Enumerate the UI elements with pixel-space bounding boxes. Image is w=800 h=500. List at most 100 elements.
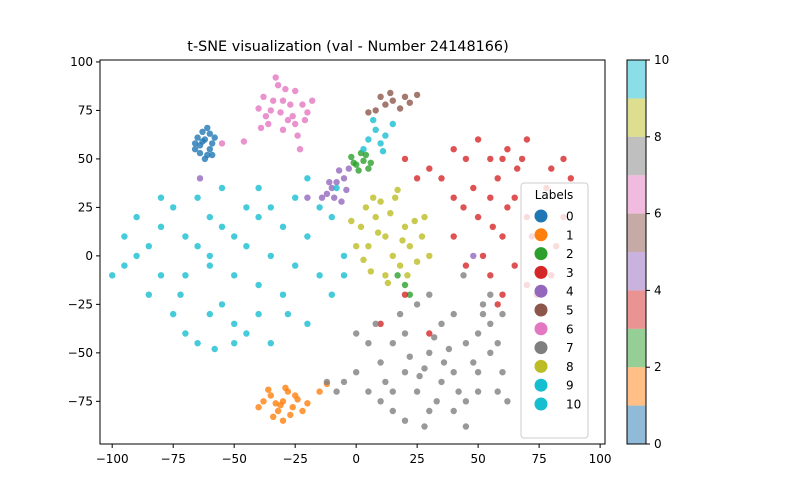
point-label-1 (270, 413, 277, 420)
point-label-7 (504, 398, 511, 405)
legend-label: 3 (566, 266, 574, 280)
plot-frame (99, 59, 606, 445)
scatter-points (109, 74, 574, 430)
point-label-9 (292, 262, 299, 269)
point-label-9 (157, 272, 165, 279)
point-label-1 (277, 402, 284, 409)
point-label-9 (255, 184, 262, 192)
point-label-7 (460, 272, 467, 279)
colorbar-tick-label: 0 (654, 437, 662, 451)
point-label-7 (462, 398, 470, 405)
point-label-0 (196, 149, 204, 157)
point-label-7 (426, 407, 433, 415)
point-label-9 (177, 291, 184, 298)
point-label-3 (479, 252, 487, 260)
point-label-3 (511, 262, 518, 269)
point-label-1 (272, 400, 279, 407)
legend-label: 0 (566, 210, 574, 224)
point-label-9 (109, 272, 116, 279)
point-label-4 (328, 184, 335, 192)
legend: Labels 0 1 2 3 4 5 6 7 8 9 10 (520, 182, 589, 439)
point-label-6 (289, 113, 296, 120)
point-label-0 (199, 138, 206, 145)
point-label-6 (277, 109, 284, 116)
point-label-5 (413, 91, 421, 99)
point-label-7 (462, 423, 470, 430)
point-label-7 (470, 359, 477, 366)
point-label-9 (121, 233, 128, 240)
legend-marker-10 (534, 397, 548, 411)
point-label-7 (426, 349, 433, 356)
point-label-0 (201, 155, 209, 163)
point-label-7 (353, 330, 360, 337)
point-label-9 (316, 272, 323, 279)
point-label-3 (450, 146, 457, 153)
legend-marker-6 (534, 322, 548, 336)
legend-marker-9 (534, 378, 548, 392)
point-label-6 (240, 138, 248, 145)
point-label-7 (389, 340, 396, 347)
point-label-3 (474, 136, 482, 143)
point-label-3 (494, 301, 501, 308)
point-label-5 (396, 105, 404, 112)
point-label-9 (292, 194, 299, 201)
point-label-6 (292, 87, 299, 95)
point-label-3 (514, 165, 521, 172)
legend-label: 5 (566, 304, 574, 318)
point-label-9 (243, 204, 250, 211)
point-label-9 (231, 233, 238, 240)
colorbar-segment (627, 252, 646, 291)
point-label-8 (404, 272, 411, 279)
point-label-8 (413, 258, 421, 265)
point-label-6 (262, 113, 270, 120)
point-label-9 (231, 340, 238, 347)
point-label-3 (499, 155, 506, 163)
x-axis: −100 −75 −50 −25 0 25 50 75 100 (96, 444, 612, 466)
point-label-9 (218, 184, 226, 192)
point-label-3 (470, 184, 477, 192)
point-label-7 (499, 310, 506, 318)
point-label-7 (499, 369, 506, 376)
point-label-7 (382, 378, 389, 386)
legend-label: 10 (566, 398, 581, 412)
colorbar-segment (627, 290, 646, 329)
point-label-7 (372, 320, 379, 327)
point-label-3 (487, 272, 494, 279)
point-label-3 (426, 165, 433, 172)
point-label-7 (450, 310, 457, 318)
point-label-9 (206, 310, 213, 318)
point-label-6 (218, 140, 226, 147)
legend-marker-2 (534, 247, 548, 261)
point-label-6 (274, 82, 282, 89)
point-label-3 (401, 155, 409, 163)
point-label-9 (157, 194, 165, 201)
point-label-6 (309, 97, 316, 104)
point-label-3 (499, 233, 506, 240)
point-label-8 (426, 252, 433, 260)
point-label-8 (399, 237, 406, 244)
point-label-5 (389, 97, 396, 104)
legend-marker-4 (534, 284, 548, 298)
point-label-9 (145, 243, 152, 250)
colorbar-tick-label: 6 (654, 207, 662, 221)
point-label-3 (504, 146, 511, 153)
point-label-8 (365, 243, 372, 250)
point-label-9 (170, 310, 177, 318)
colorbar-tick-label: 10 (654, 53, 669, 67)
point-label-10 (370, 116, 377, 124)
point-label-5 (387, 89, 394, 97)
point-label-3 (438, 175, 445, 182)
colorbar-segment (627, 136, 646, 176)
colorbar-segment (627, 175, 646, 214)
point-label-9 (170, 204, 177, 211)
legend-marker-0 (534, 209, 548, 223)
point-label-9 (243, 243, 250, 250)
point-label-9 (267, 340, 274, 347)
point-label-2 (394, 272, 401, 279)
point-label-7 (377, 398, 384, 405)
point-label-7 (479, 310, 487, 318)
point-label-2 (355, 167, 362, 174)
point-label-4 (196, 175, 204, 182)
point-label-3 (499, 291, 506, 298)
point-label-4 (304, 194, 311, 201)
